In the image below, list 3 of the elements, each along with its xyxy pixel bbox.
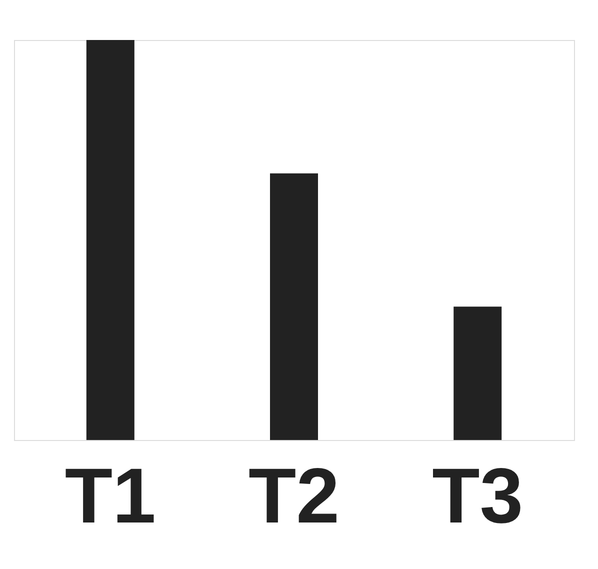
x-tick-label: T2 [248, 452, 340, 540]
x-tick-label: T1 [64, 452, 156, 540]
x-tick-label: T3 [432, 452, 524, 540]
